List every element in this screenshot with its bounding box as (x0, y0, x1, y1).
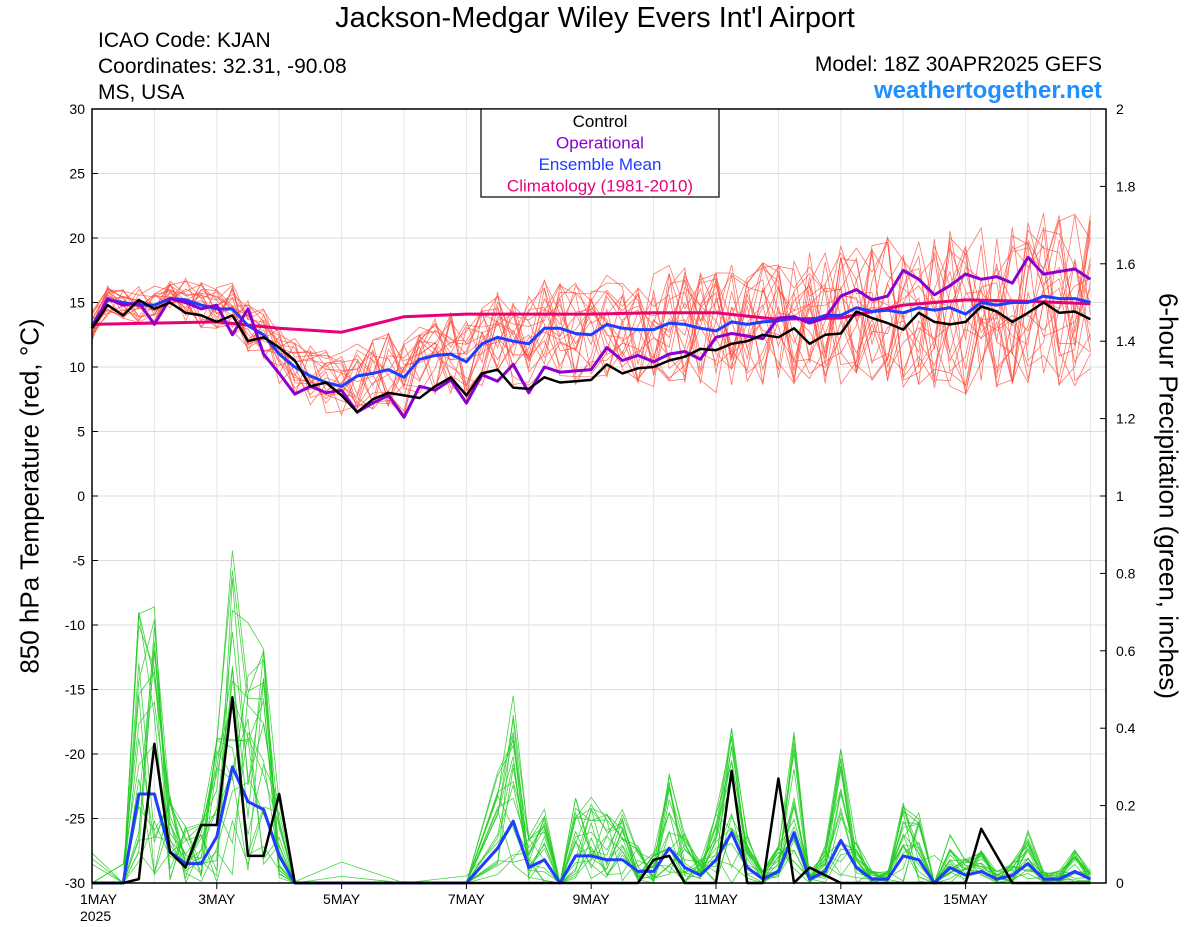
ensemble-mean-precip-line (92, 765, 1092, 885)
y-tick-label-right: 1.6 (1116, 256, 1136, 272)
legend-control: Control (573, 112, 628, 131)
y-tick-label-right: 2 (1116, 101, 1124, 117)
temp-member-line (91, 252, 1091, 400)
y-tick-label-left: -25 (65, 811, 85, 827)
x-tick-label: 5MAY (323, 891, 361, 907)
y-tick-label-right: 0.6 (1116, 643, 1136, 659)
x-tick-label: 13MAY (818, 891, 864, 907)
temp-member-line (91, 215, 1091, 400)
precip-member-line (91, 743, 1091, 885)
legend: Control Operational Ensemble Mean Climatolo… (480, 108, 720, 198)
site-link[interactable]: weathertogether.net (873, 77, 1102, 104)
y-tick-label-right: 0.4 (1116, 720, 1136, 736)
y-tick-label-right: 0.2 (1116, 798, 1136, 814)
x-year-label: 2025 (80, 908, 111, 924)
y-tick-label-right: 1.2 (1116, 411, 1136, 427)
y-tick-label-left: 30 (69, 101, 85, 117)
chart-title: Jackson-Medgar Wiley Evers Int'l Airport (335, 2, 855, 34)
precip-member-line (91, 731, 1091, 885)
temp-member-line (91, 213, 1091, 408)
y-tick-label-right: 1 (1116, 488, 1124, 504)
x-tick-label: 1MAY (80, 891, 118, 907)
y-tick-label-left: -15 (65, 682, 85, 698)
legend-operational: Operational (556, 134, 644, 153)
temp-member-line (91, 226, 1091, 405)
icao-code: ICAO Code: KJAN (98, 29, 271, 52)
x-tick-label: 11MAY (694, 891, 738, 907)
precip-member-line (92, 627, 1091, 885)
y-tick-label-left: 20 (69, 230, 85, 246)
ensemble-mean-temp-line (90, 294, 1091, 388)
grid (92, 108, 1106, 884)
axes: 302520151050-5-10-15-20-25-3021.81.61.41… (65, 101, 1136, 924)
legend-ensemble-mean: Ensemble Mean (539, 155, 662, 174)
precip-member-line (92, 700, 1091, 884)
x-tick-label: 9MAY (573, 891, 611, 907)
x-tick-label: 7MAY (448, 891, 486, 907)
y-tick-label-right: 1.8 (1116, 178, 1136, 194)
precip-member-line (92, 650, 1091, 884)
legend-box (480, 108, 720, 198)
y-tick-label-right: 1.4 (1116, 333, 1136, 349)
precip-member-line (92, 671, 1091, 884)
temp-member-line (91, 222, 1091, 396)
precip-member-line (92, 612, 1091, 884)
region: MS, USA (98, 81, 185, 104)
y-tick-label-left: -10 (65, 617, 85, 633)
precip-member-line (91, 609, 1091, 884)
y-tick-label-left: 25 (69, 166, 85, 182)
y-tick-label-left: -30 (65, 875, 85, 891)
y-tick-label-right: 0 (1116, 875, 1124, 891)
precip-member-line (92, 578, 1091, 885)
y-tick-label-right: 0.8 (1116, 565, 1136, 581)
x-tick-label: 3MAY (198, 891, 236, 907)
legend-climatology: Climatology (1981-2010) (507, 177, 693, 196)
y-tick-label-left: 5 (77, 424, 85, 440)
y-tick-label-left: -5 (73, 553, 86, 569)
y-tick-label-left: 0 (77, 488, 85, 504)
y-tick-label-left: 10 (69, 359, 85, 375)
coordinates: Coordinates: 32.31, -90.08 (98, 55, 347, 78)
control-temp-line (90, 298, 1091, 414)
model-run: Model: 18Z 30APR2025 GEFS (814, 53, 1102, 76)
temp-member-line (91, 219, 1091, 417)
y-tick-label-left: -20 (65, 746, 85, 762)
climatology-line (91, 298, 1091, 334)
x-tick-label: 15MAY (943, 891, 989, 907)
y-tick-label-left: 15 (69, 295, 85, 311)
